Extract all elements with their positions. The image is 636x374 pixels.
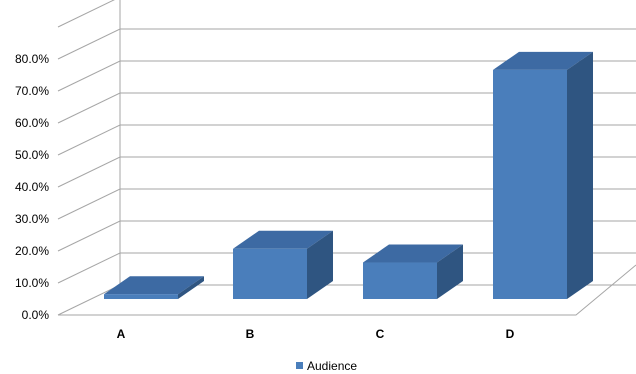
bar-D [493,69,567,299]
bar-side-C [437,244,463,299]
legend: Audience [296,359,357,373]
bar-side-A [178,276,204,299]
y-tick-label: 50.0% [15,148,49,162]
y-tick-label: 10.0% [15,276,49,290]
x-tick-label: A [117,327,126,341]
legend-swatch-audience [296,362,303,369]
bar-top-B [233,230,333,249]
bar-top-C [363,244,463,263]
y-axis-ticks: 0.0% 10.0% 20.0% 30.0% 40.0% 50.0% 60.0% 70.0% 8… [15,52,49,322]
bars [104,51,593,299]
y-tick-label: 0.0% [22,308,50,322]
chart-walls [58,0,636,316]
floor-edge [58,264,636,316]
y-tick-label: 60.0% [15,116,49,130]
bar-A [104,294,178,299]
x-axis-categories: A B C D [117,327,515,341]
x-tick-label: C [376,327,385,341]
gridline-top [57,0,115,28]
bar-side-D [567,51,593,299]
y-tick-label: 80.0% [15,52,49,66]
x-tick-label: D [506,327,515,341]
bar-top-A [104,276,204,295]
bar-B [233,248,307,299]
bar-top-D [493,51,593,70]
bar-side-B [307,230,333,299]
y-tick-label: 70.0% [15,84,49,98]
y-tick-label: 30.0% [15,212,49,226]
y-tick-label: 40.0% [15,180,49,194]
legend-label-audience: Audience [307,359,357,373]
x-tick-label: B [246,327,255,341]
y-tick-label: 20.0% [15,244,49,258]
bar-C [363,262,437,299]
